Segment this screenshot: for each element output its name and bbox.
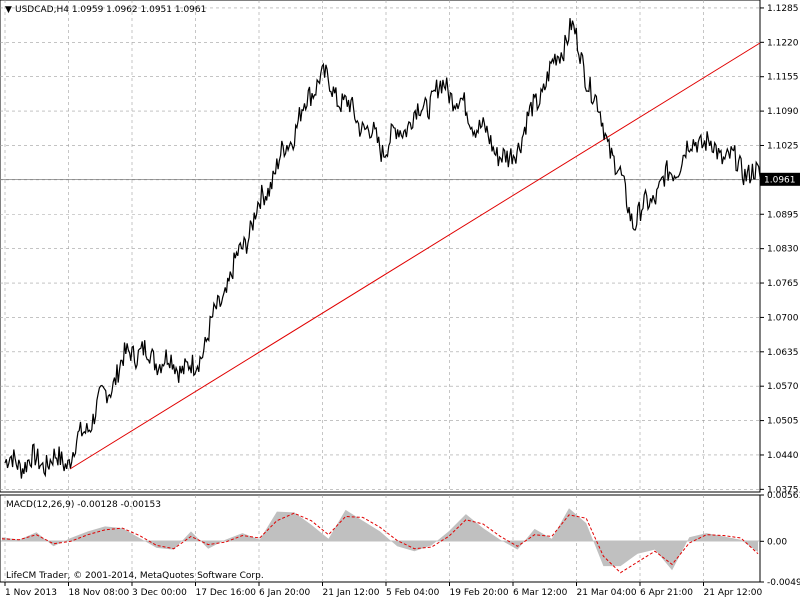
macd-signal-line — [1, 512, 759, 574]
time-tick-label: 6 Apr 21:00 — [640, 588, 693, 598]
price-tick-label: 1.1090 — [767, 107, 799, 117]
main-price-panel[interactable] — [0, 0, 761, 493]
price-tick-label: 1.1025 — [767, 141, 799, 151]
time-tick-label: 21 Jan 12:00 — [323, 588, 380, 598]
price-tick-label: 1.0570 — [767, 382, 799, 392]
current-price-badge — [760, 172, 800, 186]
time-axis: 1 Nov 2013 18 Nov 08:00 3 Dec 00:00 17 Dec … — [4, 582, 763, 598]
price-tick-label: 1.0440 — [767, 451, 799, 461]
trendline[interactable] — [69, 42, 761, 470]
main-panel-header: USDCAD,H4 1.0959 1.0962 1.0951 1.0961 — [15, 5, 206, 15]
price-tick-label: 1.0700 — [767, 313, 799, 323]
price-tick-label: 1.0375 — [767, 485, 799, 495]
copyright-footer: LifeCM Trader, © 2001-2014, MetaQuotes S… — [6, 571, 264, 581]
macd-tick-label: 0.00 — [767, 537, 787, 547]
time-tick-label: 5 Feb 04:00 — [386, 588, 440, 598]
time-tick-label: 3 Dec 00:00 — [132, 588, 187, 598]
time-tick-label: 21 Mar 04:00 — [577, 588, 637, 598]
macd-tick-label: -0.00493 — [767, 578, 800, 588]
price-tick-label: 1.0505 — [767, 417, 799, 427]
price-tick-label: 1.1285 — [767, 4, 799, 14]
price-tick-label: 1.1220 — [767, 38, 799, 48]
time-tick-label: 17 Dec 16:00 — [196, 588, 257, 598]
price-tick-label: 1.0895 — [767, 210, 799, 220]
main-grid — [0, 0, 760, 492]
price-tick-label: 1.1155 — [767, 73, 799, 83]
time-tick-label: 18 Nov 08:00 — [69, 588, 130, 598]
price-tick-label: 1.0765 — [767, 279, 799, 289]
current-price-label: 1.0961 — [764, 175, 796, 185]
price-tick-label: 1.0830 — [767, 245, 799, 255]
time-tick-label: 19 Feb 20:00 — [450, 588, 509, 598]
macd-histogram — [2, 508, 758, 571]
time-tick-label: 1 Nov 2013 — [5, 588, 57, 598]
time-tick-label: 6 Jan 20:00 — [259, 588, 311, 598]
macd-axis: 0.00561 0.00 -0.00493 — [760, 491, 800, 588]
price-series-line — [4, 18, 761, 479]
price-axis: 1.12851.12201.11551.10901.10251.09601.08… — [760, 4, 799, 495]
time-tick-label: 6 Mar 12:00 — [513, 588, 568, 598]
time-tick-label: 21 Apr 12:00 — [704, 588, 763, 598]
collapse-arrow-icon[interactable]: ▼ — [5, 5, 12, 15]
price-tick-label: 1.0635 — [767, 348, 799, 358]
macd-panel-header: MACD(12,26,9) -0.00128 -0.00153 — [6, 500, 161, 510]
macd-tick-label: 0.00561 — [767, 491, 800, 501]
